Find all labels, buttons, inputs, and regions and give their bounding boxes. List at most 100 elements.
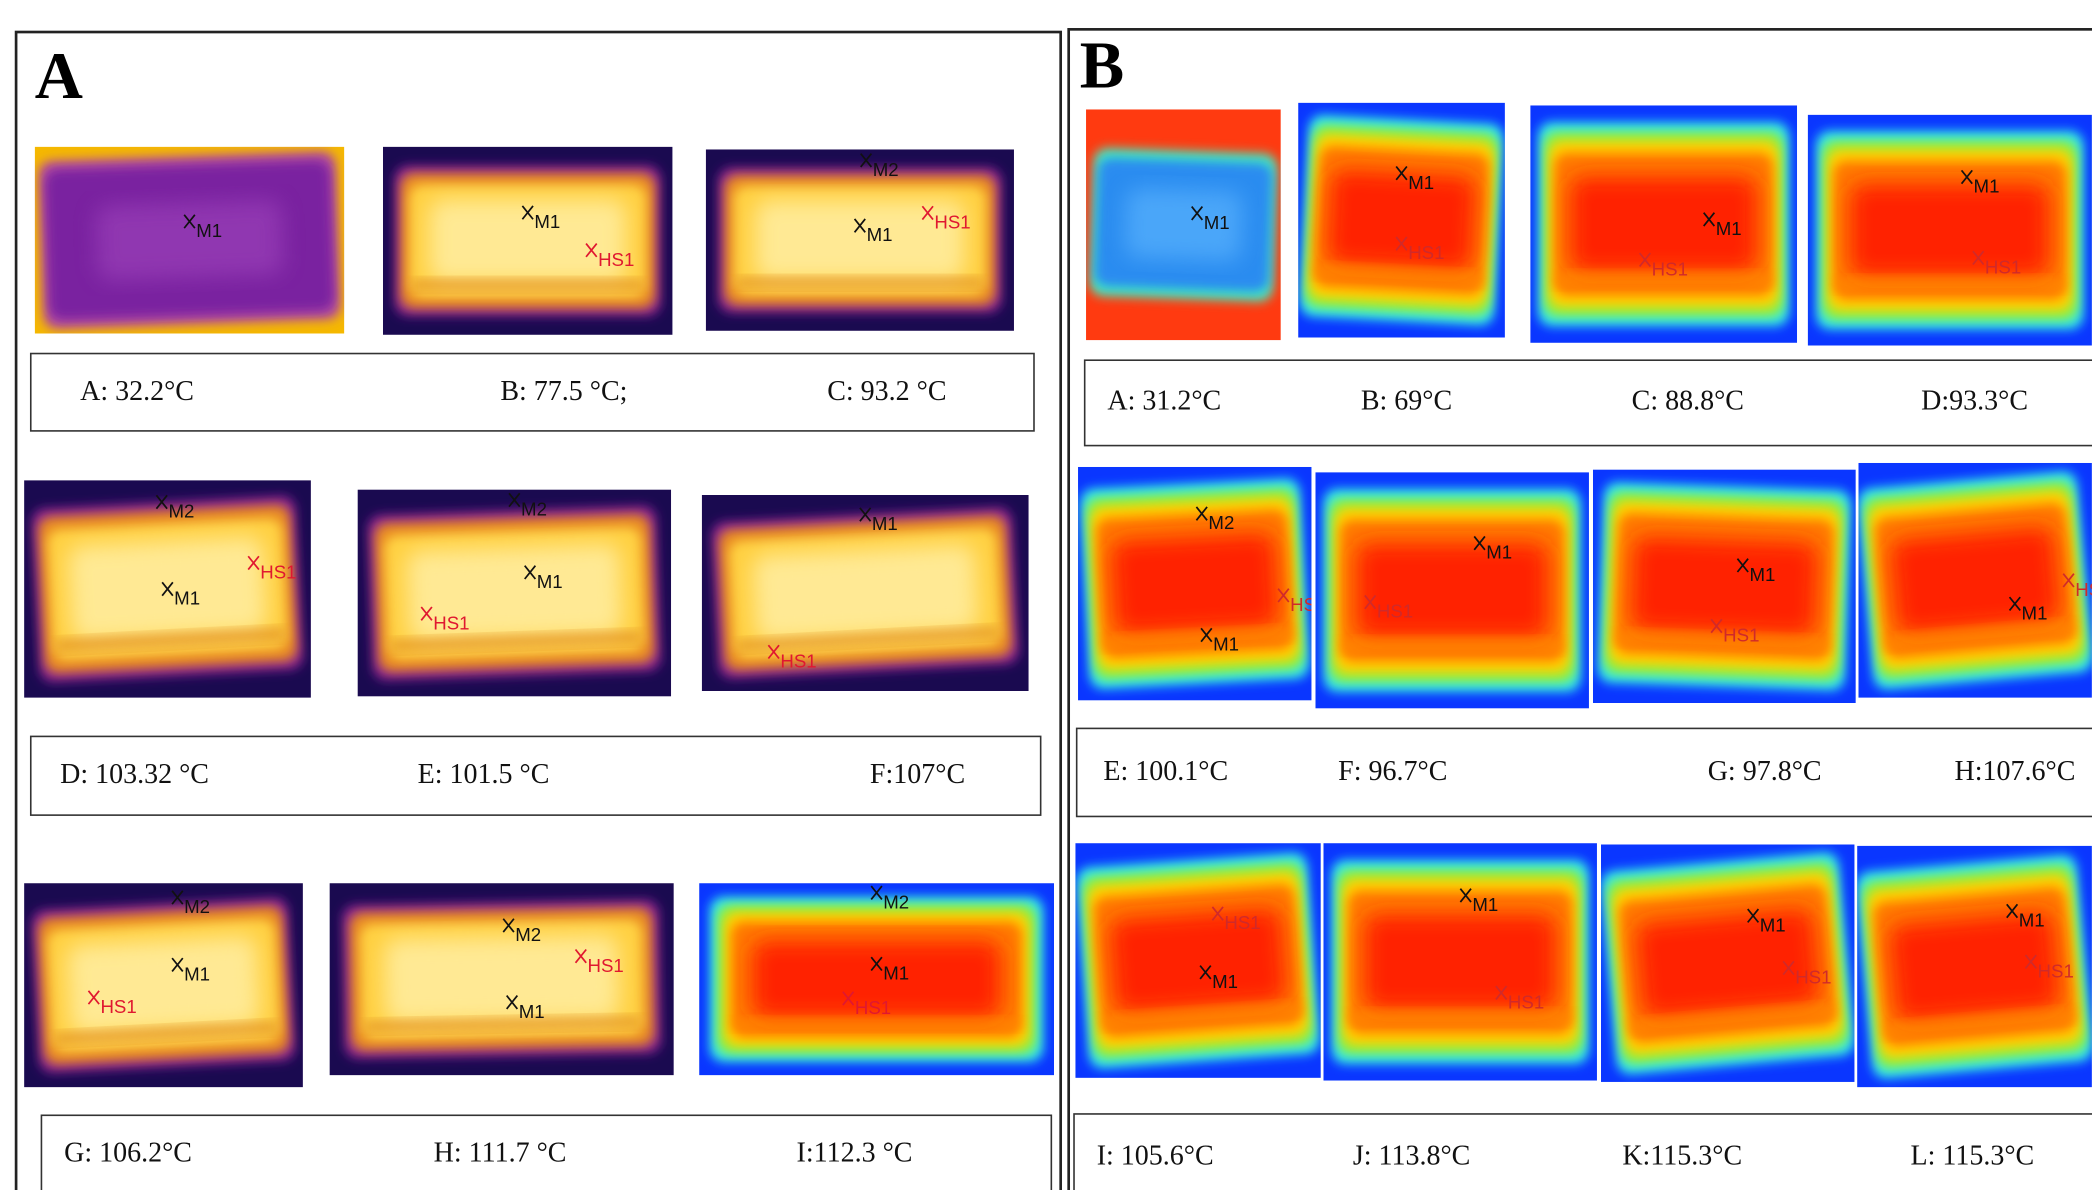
marker-label: M1 [1486,542,1512,563]
marker-label: HS1 [433,612,469,633]
marker-label: M2 [184,896,210,917]
caption: B: 69°C [1361,385,1452,416]
marker-label: M1 [534,211,560,232]
marker-label: HS1 [1408,242,1444,263]
caption: G: 97.8°C [1708,756,1822,787]
caption: C: 88.8°C [1632,385,1744,416]
marker-label: M2 [883,891,909,912]
caption: I: 105.6°C [1097,1140,1214,1171]
heat-body [711,507,1020,679]
heat-band [1836,276,2063,292]
marker-label: M1 [1760,914,1786,935]
heat-body [395,166,661,316]
caption: B: 77.5 °C; [500,376,627,407]
heat-body [342,900,661,1059]
heat-layer [1111,533,1279,635]
marker-label: HS1 [1224,912,1260,933]
caption: J: 113.8°C [1353,1140,1471,1171]
marker-label: M1 [1716,218,1742,239]
thermal-image: M1 HS1 [1808,115,2092,346]
marker-label: M1 [1213,634,1239,655]
heat-layer [95,200,283,281]
figure: AM1M1HS1M2M1HS1A: 32.2°CB: 77.5 °C;C: 93… [0,0,2092,1190]
marker-label: HS1 [260,562,296,583]
marker-label: HS1 [100,996,136,1017]
heat-band [737,276,984,289]
heat-layer [66,935,260,1035]
caption: G: 106.2°C [64,1138,192,1169]
marker-label: HS1 [1652,258,1688,279]
thermal-image: M1 HS1 [1530,105,1797,342]
heat-body [1597,482,1851,691]
caption-box [1077,728,2092,816]
heat-layer [1631,536,1818,636]
thermal-image: M1 [1086,109,1281,340]
heat-body [1076,852,1320,1070]
marker-label: HS1 [598,249,634,270]
marker-label: M1 [2022,602,2048,623]
marker-label: M1 [872,513,898,534]
marker-label: HS1 [588,955,624,976]
thermal-image: M1 HS1 [702,495,1029,691]
caption: H: 111.7 °C [434,1138,567,1169]
heat-body [710,897,1044,1062]
thermal-image: M2 M1 HS1 [699,883,1054,1075]
marker-label: M1 [1212,971,1238,992]
marker-label: HS1 [1508,991,1544,1012]
heat-body [1332,860,1589,1064]
marker-label: M2 [1208,512,1234,533]
heat-layer [1327,169,1476,270]
marker-label: HS1 [2075,579,2092,600]
marker-label: HS1 [780,650,816,671]
heat-body [718,168,1002,313]
thermal-image: M1 HS1 [1323,843,1596,1080]
marker-label: M1 [184,963,210,984]
thermal-image: M1 HS1 [1315,472,1588,708]
heat-band [1343,638,1562,655]
caption: H:107.6°C [1955,756,2076,787]
heat-body [1600,851,1855,1075]
marker-label: HS1 [1377,601,1413,622]
thermal-image: M1 HS1 [1856,846,2092,1087]
marker-label: M1 [1749,564,1775,585]
caption: D:93.3°C [1921,385,2028,416]
thermal-image: M1 [35,147,345,334]
heat-body [31,897,296,1073]
marker-label: M1 [2019,910,2045,931]
caption: K:115.3°C [1622,1140,1742,1171]
caption: F: 96.7°C [1338,756,1447,787]
heat-band [412,278,644,291]
heat-body [38,151,341,329]
thermal-image: HS1 M1 [1857,463,2092,698]
marker-label: M1 [196,220,222,241]
heat-layer [384,935,619,1024]
heat-body [1857,470,2092,690]
heat-body [1324,489,1581,692]
heat-layer [1357,543,1548,637]
caption: I:112.3 °C [797,1138,913,1169]
marker-label: HS1 [855,997,891,1018]
thermal-image: M2 M1 HS1 [24,883,303,1087]
marker-label: HS1 [2038,960,2074,981]
thermal-image: M2 M1 HS1 [24,480,311,697]
thermal-image: M1 HS1 [383,147,672,335]
marker-label: HS1 [1985,256,2021,277]
marker-label: M1 [1974,176,2000,197]
panel-label: A [35,40,83,113]
heat-body [1538,122,1789,326]
marker-label: M1 [883,962,909,983]
marker-label: M2 [515,924,541,945]
caption: E: 101.5 °C [418,759,550,790]
thermal-image: HS1 M1 [1075,843,1320,1078]
marker-label: M2 [521,499,547,520]
heat-body [1299,114,1504,326]
marker-label: M1 [174,588,200,609]
thermal-image: M1HS1 [1600,844,1855,1081]
caption: D: 103.32 °C [60,759,209,790]
heat-band [735,1018,1019,1031]
marker-label: M1 [1472,894,1498,915]
marker-label: M2 [168,501,194,522]
